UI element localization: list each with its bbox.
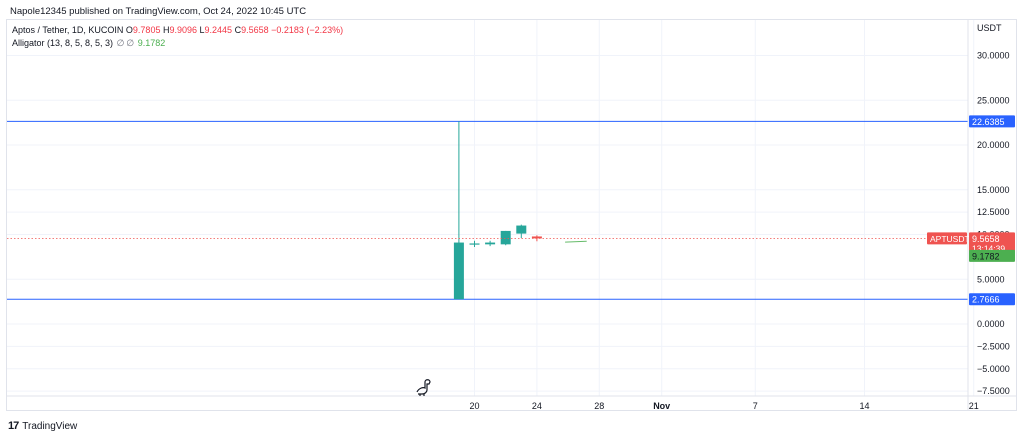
published-by-line: Napole12345 published on TradingView.com… bbox=[10, 6, 307, 17]
y-tick-label: −5.0000 bbox=[977, 364, 1010, 374]
close-value: 9.5658 bbox=[241, 25, 269, 35]
open-value: 9.7805 bbox=[132, 25, 161, 35]
candles bbox=[453, 121, 542, 300]
empty-set-icon: ∅ bbox=[126, 38, 135, 48]
x-tick-label: 20 bbox=[469, 401, 479, 411]
dino-icon bbox=[416, 379, 431, 396]
level-tag-label: 2.7666 bbox=[972, 295, 1000, 305]
candle-body bbox=[469, 243, 480, 245]
level-tag-label: 22.6385 bbox=[972, 117, 1005, 127]
indicator-value: 9.1782 bbox=[137, 38, 166, 48]
alligator-indicator bbox=[565, 240, 587, 243]
candle-body bbox=[500, 230, 511, 245]
chart-frame bbox=[6, 19, 1017, 411]
high-label: H bbox=[162, 25, 170, 35]
x-tick-label: 7 bbox=[753, 401, 758, 411]
y-tick-label: 25.0000 bbox=[977, 95, 1010, 105]
last-price-tag bbox=[969, 232, 1015, 254]
countdown-label: 13:14:39 bbox=[972, 243, 1005, 253]
currency-label: USDT bbox=[977, 23, 1002, 33]
close-label: C bbox=[234, 25, 242, 35]
symbol-tag-label: APTUSDT bbox=[930, 234, 970, 244]
alligator-line bbox=[565, 240, 587, 243]
candle-body bbox=[453, 242, 464, 300]
time-axis[interactable]: 20 24 28 Nov 7 14 21 bbox=[7, 395, 1016, 411]
high-value: 9.9096 bbox=[169, 25, 197, 35]
level-tag bbox=[969, 115, 1015, 128]
horizontal-lines bbox=[7, 120, 968, 300]
indicator-title[interactable]: Alligator (13, 8, 5, 8, 5, 3) bbox=[12, 38, 114, 48]
x-tick-label: 28 bbox=[594, 401, 604, 411]
x-tick-label: 24 bbox=[532, 401, 542, 411]
x-tick-label: Nov bbox=[653, 401, 670, 411]
y-tick-label: 5.0000 bbox=[977, 274, 1005, 284]
last-price-label: 9.5658 bbox=[972, 234, 1000, 244]
y-tick-label: 0.0000 bbox=[977, 319, 1005, 329]
x-tick-label: 14 bbox=[859, 401, 869, 411]
footer-brand[interactable]: 17 TradingView bbox=[8, 420, 77, 432]
x-tick-label: 21 bbox=[969, 401, 979, 411]
candle-body bbox=[531, 236, 542, 239]
change-value: −0.2183 (−2.23%) bbox=[271, 25, 344, 35]
level-tag bbox=[969, 293, 1015, 306]
indicator-tag-label: 9.1782 bbox=[972, 251, 1000, 261]
y-tick-label: 30.0000 bbox=[977, 51, 1010, 61]
symbol-tag bbox=[927, 232, 967, 245]
indicator-tag bbox=[969, 249, 1015, 262]
y-tick-label: 20.0000 bbox=[977, 140, 1010, 150]
candle-body bbox=[516, 225, 527, 234]
y-tick-label: 15.0000 bbox=[977, 185, 1010, 195]
y-tick-label: 12.5000 bbox=[977, 207, 1010, 217]
y-tick-label: −2.5000 bbox=[977, 341, 1010, 351]
candle-body bbox=[485, 242, 496, 245]
open-label: O bbox=[125, 25, 133, 35]
empty-set-icon: ∅ bbox=[116, 38, 125, 48]
tradingview-logo-icon: 17 bbox=[8, 420, 19, 432]
price-axis[interactable]: USDT 30.0000 25.0000 20.0000 15.0000 12.5000 1… bbox=[967, 20, 1010, 411]
symbol-title[interactable]: Aptos / Tether, 1D, KUCOIN bbox=[12, 25, 124, 35]
low-label: L bbox=[199, 25, 205, 35]
ohlc-legend: Aptos / Tether, 1D, KUCOIN O9.7805 H9.90… bbox=[12, 25, 343, 35]
y-tick-label: −7.5000 bbox=[977, 386, 1010, 396]
indicator-legend: Alligator (13, 8, 5, 8, 5, 3) ∅ ∅ 9.1782 bbox=[12, 38, 165, 49]
brand-name: TradingView bbox=[22, 420, 78, 432]
low-value: 9.2445 bbox=[204, 25, 233, 35]
grid-lines bbox=[7, 20, 975, 396]
